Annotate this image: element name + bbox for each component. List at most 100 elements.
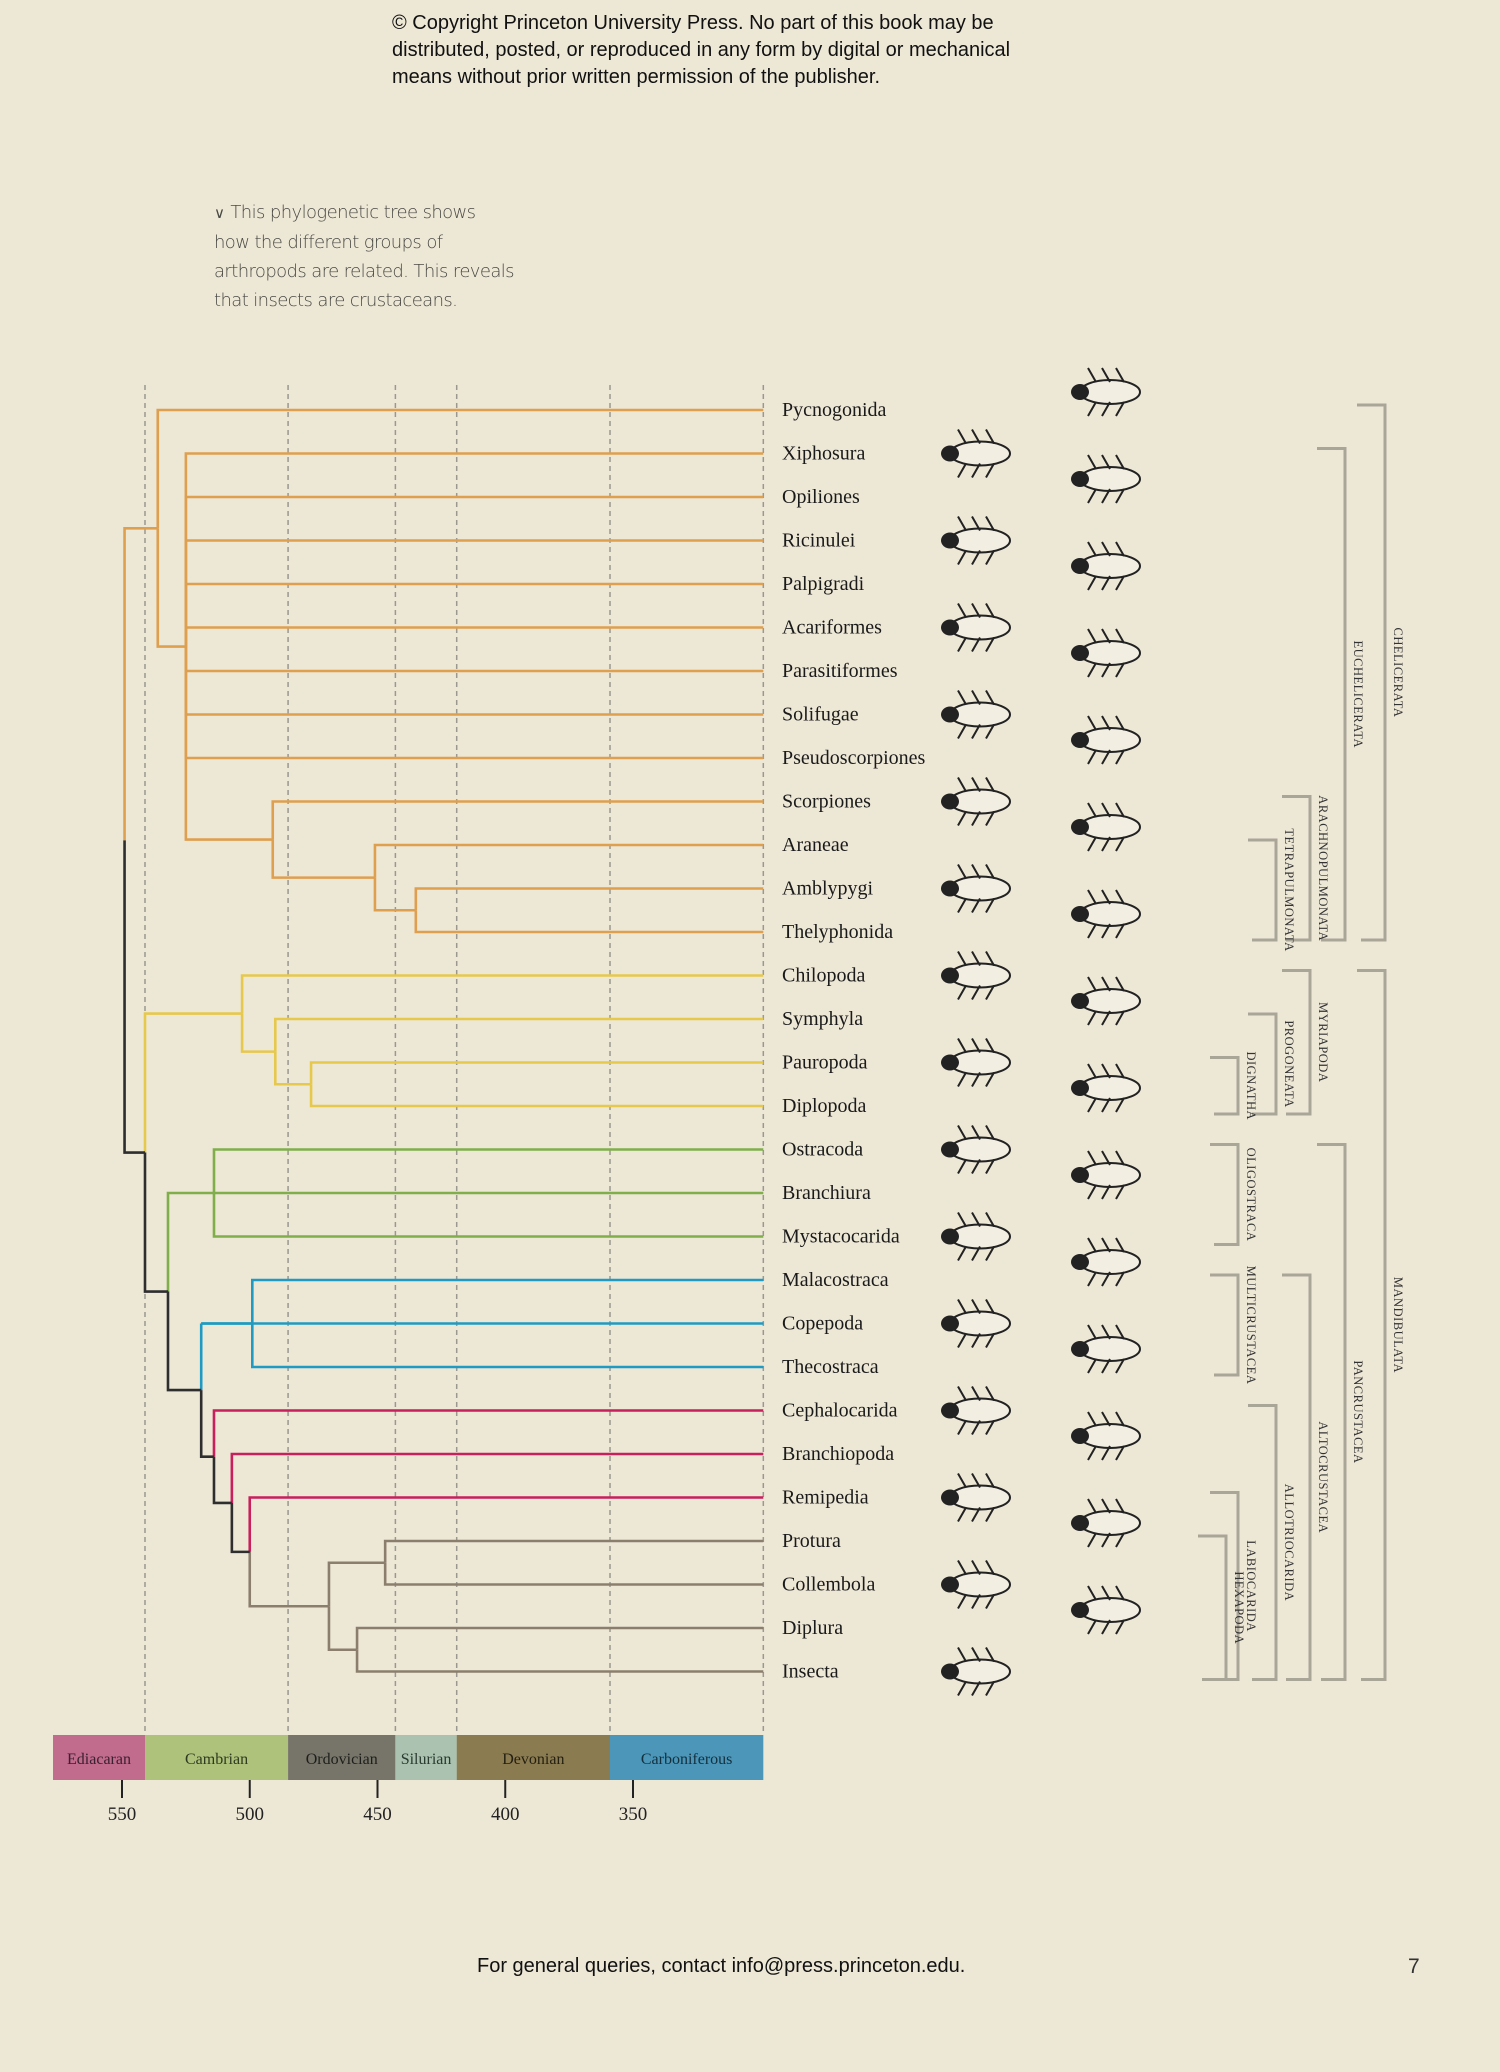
clade-bracket xyxy=(1210,1143,1240,1246)
arthropod-illustration xyxy=(941,603,1011,652)
clade-bracket xyxy=(1198,1534,1228,1681)
taxon-label: Araneae xyxy=(782,834,849,856)
clade-label: TETRAPULMONATA xyxy=(1282,828,1296,951)
taxon-label: Remipedia xyxy=(782,1487,869,1509)
tree-branch xyxy=(156,408,764,529)
clade-bracket xyxy=(1248,838,1278,942)
copyright-line: distributed, posted, or reproduced in an… xyxy=(392,39,1011,61)
tree-branch xyxy=(373,877,416,912)
clade-label: CHELICERATA xyxy=(1391,628,1405,718)
arthropod-illustration xyxy=(1071,976,1141,1026)
arthropod-illustration xyxy=(941,516,1011,565)
clade-label: ALTOCRUSTACEA xyxy=(1316,1421,1330,1533)
clade-label: EUCHELICERATA xyxy=(1351,640,1365,748)
taxon-label: Malacostraca xyxy=(782,1269,889,1291)
taxon-label: Insecta xyxy=(782,1661,839,1683)
taxon-label: Branchiura xyxy=(782,1182,871,1204)
tree-branch xyxy=(199,1390,214,1459)
footer-contact: For general queries, contact info@press.… xyxy=(477,1955,966,1977)
tree-branch xyxy=(184,626,764,647)
clade-label: DIGNATHA xyxy=(1244,1051,1258,1120)
tree-branch xyxy=(414,887,764,911)
taxon-label: Ostracoda xyxy=(782,1139,863,1161)
clade-label: MANDIBULATA xyxy=(1391,1277,1405,1373)
taxon-label: Thelyphonida xyxy=(782,921,893,943)
copyright-line: means without prior written permission o… xyxy=(392,66,881,88)
period-band xyxy=(53,1735,145,1780)
clade-bracket xyxy=(1357,969,1387,1681)
tree-branch xyxy=(212,1409,764,1457)
arthropod-illustration xyxy=(941,864,1011,913)
arthropod-illustration xyxy=(1071,454,1141,504)
tree-branch xyxy=(184,495,764,647)
clade-label: ARACHNOPULMONATA xyxy=(1316,795,1330,941)
tree-branch xyxy=(355,1626,764,1650)
arthropod-illustration xyxy=(941,1647,1011,1696)
arthropod-illustration xyxy=(1071,1585,1141,1635)
clade-label: LABIOCARIDA xyxy=(1244,1540,1258,1632)
taxon-label: Xiphosura xyxy=(782,443,865,465)
tree-branch xyxy=(309,1084,764,1108)
arthropod-illustration xyxy=(1071,1150,1141,1200)
caption-line: arthropods are related. This reveals xyxy=(214,261,515,282)
taxon-label: Pseudoscorpiones xyxy=(782,747,926,769)
arthropod-illustration xyxy=(941,429,1011,478)
arthropod-illustration xyxy=(941,1473,1011,1522)
taxon-label: Opiliones xyxy=(782,486,860,508)
tree-branch xyxy=(271,839,375,879)
taxon-label: Thecostraca xyxy=(782,1356,879,1378)
taxon-label: Chilopoda xyxy=(782,965,865,987)
figure-caption: ∨ This phylogenetic tree shows how the di… xyxy=(214,198,544,315)
tree-branch xyxy=(184,646,273,841)
clade-label: HEXAPODA xyxy=(1232,1571,1246,1644)
period-label: Ediacaran xyxy=(67,1751,131,1768)
period-band xyxy=(395,1735,457,1780)
period-band xyxy=(456,1735,611,1780)
tree-branch xyxy=(248,1551,329,1608)
taxon-label: Copepoda xyxy=(782,1313,863,1335)
clade-bracket xyxy=(1282,1273,1312,1681)
period-label: Carboniferous xyxy=(641,1751,733,1768)
period-label: Silurian xyxy=(401,1751,452,1768)
clade-label: OLIGOSTRACA xyxy=(1244,1148,1258,1242)
tree-branch xyxy=(156,528,186,648)
tree-branch xyxy=(212,1148,764,1193)
arthropod-illustration xyxy=(1071,802,1141,852)
tree-branch xyxy=(327,1606,358,1652)
taxon-label: Mystacocarida xyxy=(782,1226,900,1248)
tree-branch xyxy=(212,1456,232,1505)
arthropod-illustration xyxy=(941,1125,1011,1174)
period-label: Ordovician xyxy=(306,1751,378,1768)
clade-label: MULTICRUSTACEA xyxy=(1244,1266,1258,1385)
tree-branch xyxy=(230,1502,250,1554)
caption-line: that insects are crustaceans. xyxy=(214,290,458,311)
arthropod-illustration xyxy=(941,1038,1011,1087)
tree-branch xyxy=(143,1012,243,1153)
tree-branch xyxy=(271,800,764,840)
taxon-label: Solifugae xyxy=(782,704,859,726)
taxon-label: Palpigradi xyxy=(782,573,865,595)
copyright-line: © Copyright Princeton University Press. … xyxy=(392,12,994,34)
tree-branch xyxy=(274,1051,312,1086)
tree-branch xyxy=(212,1193,764,1238)
arthropod-illustration xyxy=(941,777,1011,826)
tree-branch xyxy=(373,843,764,878)
tree-branch xyxy=(184,539,764,647)
caption-line: how the different groups of xyxy=(214,232,443,253)
tree-branch xyxy=(184,452,764,647)
tree-branch xyxy=(184,646,764,760)
arthropod-illustration xyxy=(1071,1063,1141,1113)
arthropod-illustration xyxy=(1071,1237,1141,1287)
axis-tick-label: 450 xyxy=(363,1804,392,1825)
arthropod-illustration xyxy=(941,1299,1011,1348)
arthropod-illustration xyxy=(941,951,1011,1000)
copyright-notice: © Copyright Princeton University Press. … xyxy=(392,10,1152,91)
taxon-label: Amblypygi xyxy=(782,878,874,900)
tree-branch xyxy=(248,1496,764,1552)
tree-branch xyxy=(230,1452,764,1503)
arthropod-illustration xyxy=(1071,1324,1141,1374)
taxon-label: Diplura xyxy=(782,1617,843,1639)
clade-label: PANCRUSTACEA xyxy=(1351,1360,1365,1463)
tree-branch xyxy=(166,1291,202,1392)
